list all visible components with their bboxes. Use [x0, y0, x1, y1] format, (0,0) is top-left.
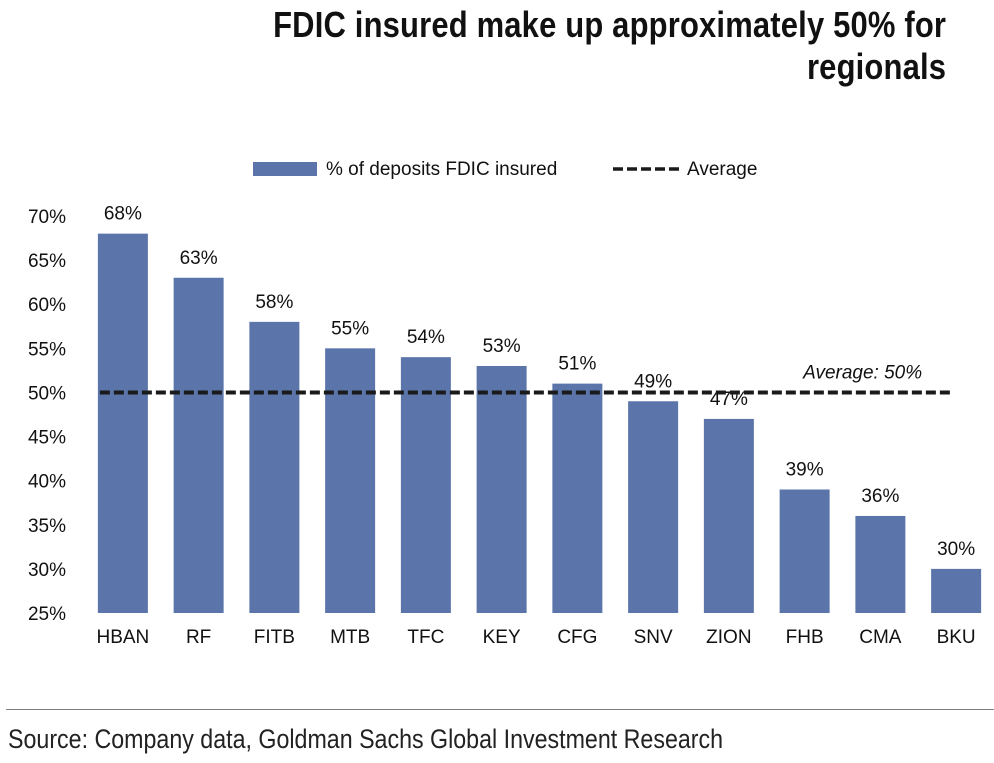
- x-tick-label: BKU: [937, 627, 976, 648]
- bar-value-label: 49%: [634, 371, 672, 392]
- x-tick-label: ZION: [706, 627, 751, 648]
- y-tick-label: 45%: [28, 428, 66, 449]
- bar-tfc: [400, 357, 451, 613]
- bar-value-label: 30%: [937, 539, 975, 560]
- bar-hban: [97, 233, 148, 613]
- y-tick-label: 40%: [28, 472, 66, 493]
- bar-value-label: 39%: [786, 459, 824, 480]
- bar-value-label: 36%: [861, 486, 899, 507]
- bar-value-label: 55%: [331, 318, 369, 339]
- y-tick-label: 50%: [28, 383, 66, 404]
- bar-bku: [931, 568, 982, 613]
- bar-rf: [173, 277, 224, 613]
- bar-fhb: [779, 489, 830, 613]
- bar-chart: % of deposits FDIC insured Average 25% 30%…: [28, 159, 982, 648]
- y-tick-label: 25%: [28, 604, 66, 625]
- bar-value-label: 47%: [710, 389, 748, 410]
- x-tick-label: CFG: [557, 627, 597, 648]
- x-tick-label: TFC: [407, 627, 444, 648]
- bar-value-label: 58%: [255, 292, 293, 313]
- y-tick-label: 60%: [28, 295, 66, 316]
- y-tick-label: 35%: [28, 516, 66, 537]
- chart-title: FDIC insured make up approximately 50% f…: [273, 4, 947, 87]
- bar-mtb: [325, 348, 376, 613]
- source-divider: [6, 709, 994, 710]
- bar-value-label: 51%: [558, 354, 596, 375]
- bar-cma: [855, 515, 906, 613]
- y-tick-label: 70%: [28, 207, 66, 228]
- legend-label-bar: % of deposits FDIC insured: [326, 159, 557, 180]
- average-line-group: Average: 50%: [99, 362, 952, 395]
- y-axis: 25% 30% 35% 40% 45% 50% 55% 60% 65% 70%: [28, 207, 66, 625]
- x-tick-label: CMA: [859, 627, 902, 648]
- y-tick-label: 30%: [28, 560, 66, 581]
- source-note: Source: Company data, Goldman Sachs Glob…: [8, 724, 724, 754]
- y-tick-label: 65%: [28, 251, 66, 272]
- x-tick-label: FITB: [254, 627, 295, 648]
- bar-snv: [628, 401, 679, 613]
- x-axis: HBAN RF FITB MTB TFC KEY CFG SNV ZION FHB CMA BKU: [96, 627, 975, 648]
- bar-key: [476, 365, 527, 613]
- x-tick-label: MTB: [330, 627, 370, 648]
- x-tick-label: SNV: [634, 627, 673, 648]
- x-tick-label: KEY: [483, 627, 521, 648]
- bar-value-label: 53%: [483, 336, 521, 357]
- legend-swatch-bar: [253, 162, 317, 176]
- legend: % of deposits FDIC insured Average: [253, 159, 757, 180]
- y-tick-label: 55%: [28, 339, 66, 360]
- bar-value-label: 54%: [407, 327, 445, 348]
- x-tick-label: RF: [186, 627, 211, 648]
- bar-zion: [703, 418, 754, 613]
- bar-cfg: [552, 383, 603, 613]
- bar-fitb: [249, 321, 300, 613]
- average-annotation: Average: 50%: [802, 362, 922, 383]
- x-tick-label: FHB: [786, 627, 824, 648]
- bar-value-label: 63%: [180, 248, 218, 269]
- x-tick-label: HBAN: [96, 627, 149, 648]
- bars: 68% 63% 58% 55% 54% 53% 51% 49% 47% 39% 36% 30%: [97, 204, 982, 613]
- legend-label-average: Average: [687, 159, 757, 180]
- bar-value-label: 68%: [104, 204, 142, 225]
